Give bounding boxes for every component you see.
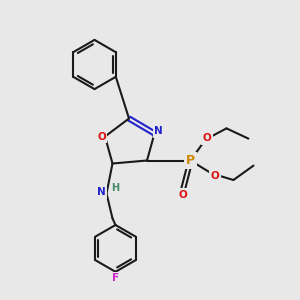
- Text: O: O: [178, 190, 188, 200]
- Text: P: P: [186, 154, 195, 167]
- Text: O: O: [211, 171, 220, 181]
- Text: F: F: [112, 273, 119, 284]
- Text: N: N: [154, 126, 163, 136]
- Text: H: H: [111, 183, 119, 193]
- Text: N: N: [97, 187, 106, 197]
- Text: O: O: [202, 133, 211, 143]
- Text: O: O: [97, 131, 106, 142]
